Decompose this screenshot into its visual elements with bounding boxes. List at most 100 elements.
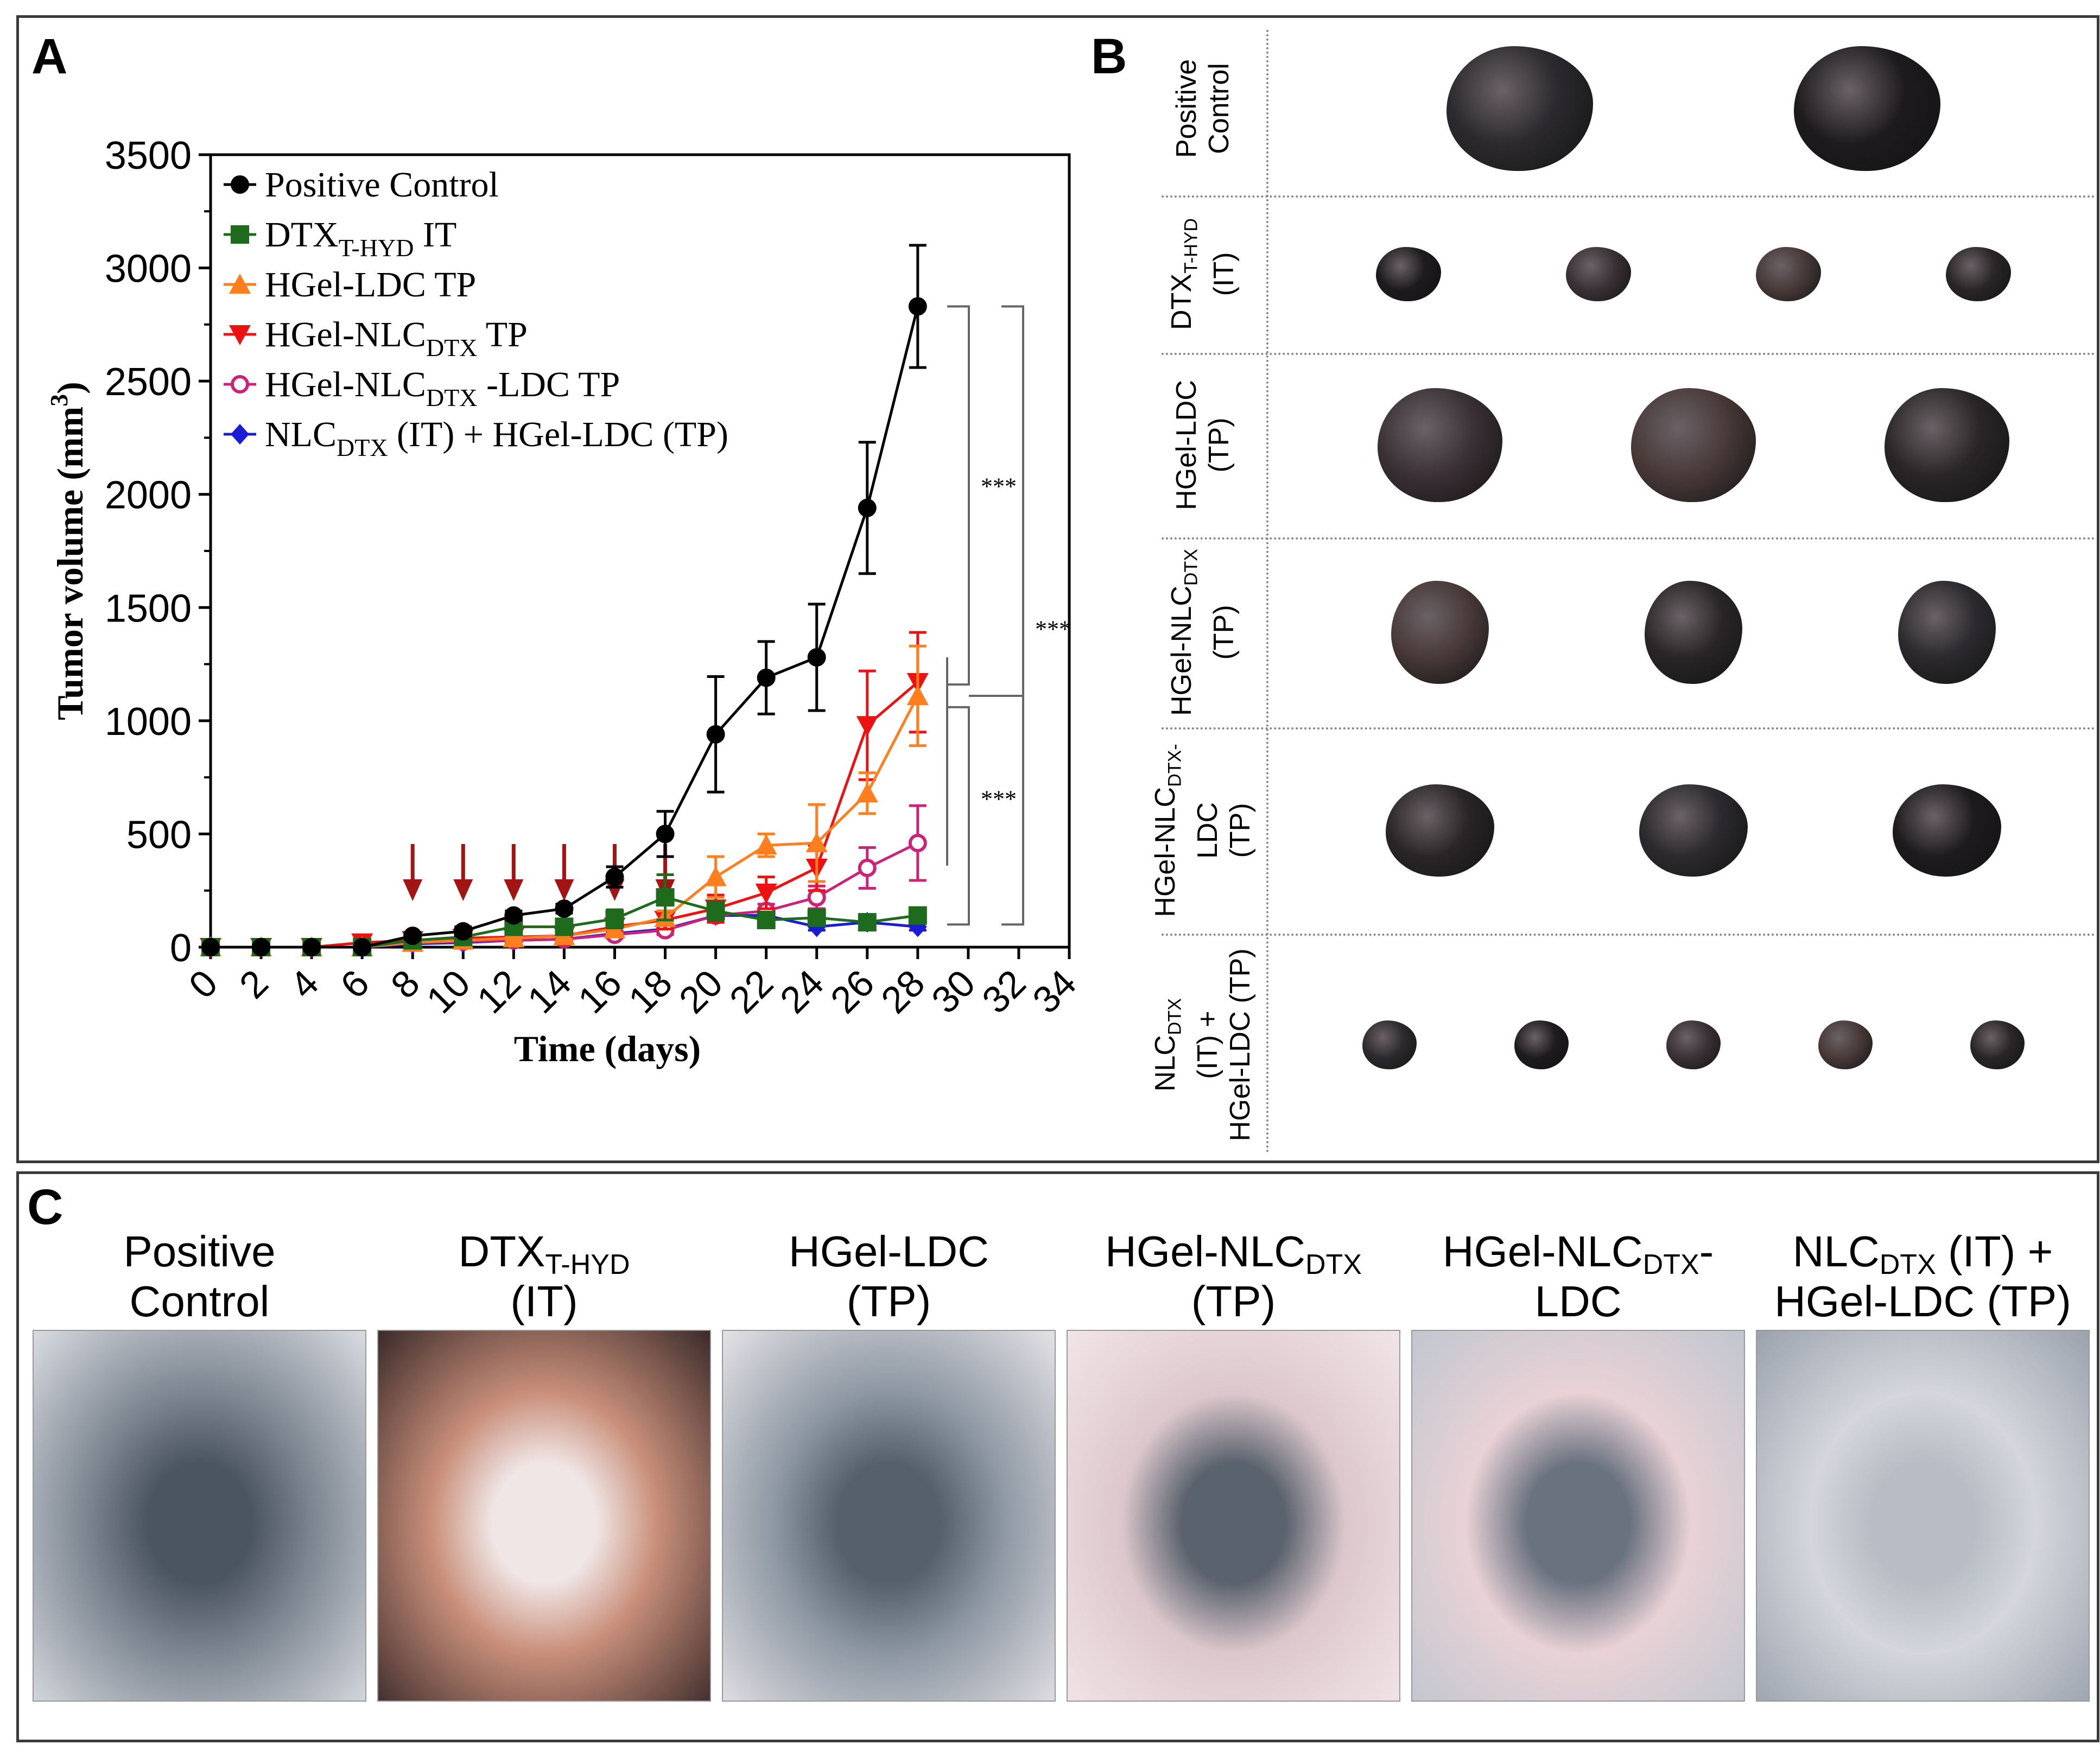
legend-item: DTXT-HYD IT <box>224 215 456 262</box>
data-point <box>605 909 624 928</box>
x-axis-label: Time (days) <box>514 1028 701 1069</box>
bracket <box>947 706 970 926</box>
panel-b-row-label: DTXT-HYD (IT) <box>1166 218 1240 330</box>
data-point <box>908 297 927 316</box>
data-point <box>908 906 927 925</box>
data-point <box>605 867 624 886</box>
y-tick-label: 0 <box>170 927 192 970</box>
data-point <box>705 866 727 886</box>
y-tick-label: 3500 <box>105 134 192 177</box>
panel-b-row-divider <box>1162 727 2095 730</box>
panel-label-c: C <box>27 1179 64 1235</box>
data-point <box>231 424 249 445</box>
data-point <box>807 908 826 927</box>
significance-label: *** <box>981 785 1017 812</box>
excised-tumor <box>1898 581 1996 684</box>
significance-brackets: *** *** *** <box>946 305 1071 926</box>
dosing-arrow <box>554 844 574 901</box>
data-point <box>229 274 251 294</box>
y-tick-label: 500 <box>126 813 192 857</box>
excised-tumor <box>1631 388 1756 502</box>
y-axis-label: Tumor volume (mm3) <box>45 382 91 720</box>
y-tick-label: 2500 <box>105 360 192 404</box>
panel-b-row-label: HGel-LDC (TP) <box>1171 380 1235 510</box>
data-point <box>504 906 523 925</box>
panel-c-group-label: HGel-NLCDTX (TP) <box>1105 1227 1362 1325</box>
data-point <box>252 938 271 956</box>
data-point <box>858 498 877 517</box>
mouse-photo <box>1756 1330 2090 1702</box>
data-point <box>231 225 249 244</box>
excised-tumor <box>1446 46 1593 171</box>
legend-label: Positive Control <box>265 165 499 205</box>
excised-tumor <box>1514 1020 1569 1069</box>
excised-tumor <box>1756 247 1821 301</box>
legend-item: HGel-NLCDTX -LDC TP <box>224 365 620 411</box>
excised-tumor <box>1884 388 2009 502</box>
data-point <box>906 684 929 705</box>
excised-tumor <box>1362 1020 1417 1069</box>
excised-tumor <box>1391 581 1489 684</box>
data-point <box>755 883 777 904</box>
data-point <box>555 917 574 936</box>
excised-tumor <box>1794 46 1940 171</box>
data-point <box>856 782 878 803</box>
data-point <box>706 725 725 744</box>
data-point <box>302 938 321 956</box>
data-point <box>757 910 776 929</box>
legend-item: NLCDTX (IT) + HGel-LDC (TP) <box>224 415 728 461</box>
data-point <box>858 859 877 877</box>
excised-tumor <box>1818 1020 1873 1069</box>
panel-b-row-label: HGel-NLCDTX (TP) <box>1166 549 1240 716</box>
data-point <box>805 832 828 853</box>
data-point <box>353 938 372 956</box>
excised-tumor <box>1639 784 1748 877</box>
data-point <box>201 938 220 956</box>
mouse-photo <box>1067 1330 1400 1702</box>
panel-b-row-divider <box>1162 934 2095 936</box>
panel-label-a: A <box>31 29 68 84</box>
data-point <box>656 888 675 907</box>
mouse-photo <box>1411 1330 1745 1702</box>
data-point <box>403 927 422 946</box>
excised-tumor <box>1376 247 1441 301</box>
x-tick-label: 2 <box>231 962 276 1007</box>
panel-c-group-label: Positive Control <box>123 1227 276 1325</box>
panel-b-row-label: NLCDTX (IT) + HGel-LDC (TP) <box>1150 948 1256 1141</box>
y-tick-label: 1500 <box>105 587 192 630</box>
data-point <box>503 927 525 948</box>
panel-b-row-divider <box>1162 537 2095 540</box>
x-tick-label: 8 <box>383 962 428 1007</box>
panel-b-tumor-images: Positive Control DTXT-HYD (IT) HGel-LDC (TP) H… <box>1140 22 2095 1162</box>
excised-tumor <box>1378 388 1503 502</box>
bracket <box>1001 305 1024 926</box>
dosing-arrow <box>403 844 423 901</box>
data-point <box>755 834 777 855</box>
excised-tumor <box>1946 247 2011 301</box>
legend-label: NLCDTX (IT) + HGel-LDC (TP) <box>265 415 728 461</box>
panel-c-group-label: DTXT-HYD (IT) <box>458 1227 630 1325</box>
excised-tumor <box>1892 784 2001 877</box>
dosing-arrow <box>504 844 524 901</box>
data-point <box>856 716 878 737</box>
panel-label-b: B <box>1091 29 1127 84</box>
data-point <box>807 648 826 667</box>
data-point <box>229 325 251 345</box>
panel-ab-frame <box>16 15 2099 1163</box>
data-point <box>555 899 574 918</box>
data-point <box>454 922 473 941</box>
excised-tumor <box>1386 784 1495 877</box>
legend-label: DTXT-HYD IT <box>265 215 456 262</box>
significance-label: *** <box>1035 616 1071 643</box>
legend-label: HGel-NLCDTX TP <box>265 315 528 361</box>
mouse-photo <box>722 1330 1056 1702</box>
mouse-photo <box>377 1330 711 1702</box>
panel-b-row-divider <box>1162 353 2095 355</box>
significance-label: *** <box>981 473 1017 500</box>
series-0 <box>201 244 927 956</box>
legend-label: HGel-NLCDTX -LDC TP <box>265 365 620 411</box>
x-tick-label: 6 <box>332 962 377 1007</box>
excised-tumor <box>1970 1020 2025 1069</box>
legend-item: HGel-LDC TP <box>224 265 476 305</box>
data-point <box>858 913 877 932</box>
